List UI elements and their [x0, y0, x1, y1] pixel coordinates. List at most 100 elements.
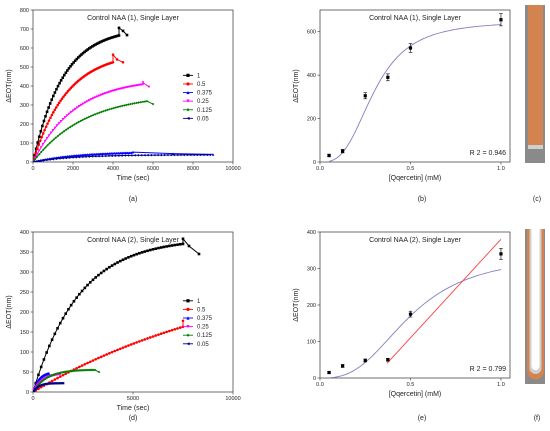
data-point	[86, 153, 89, 156]
data-point	[127, 85, 131, 89]
data-point	[113, 349, 117, 353]
data-point	[135, 84, 139, 87]
y-tick-label: 0	[26, 160, 29, 166]
data-point	[168, 244, 171, 248]
data-point	[117, 151, 120, 155]
plot-area	[327, 238, 503, 378]
data-point	[211, 153, 215, 156]
data-point	[80, 153, 84, 157]
data-point	[41, 132, 45, 135]
legend-label: 0.5	[197, 307, 206, 313]
data-point	[44, 158, 48, 162]
data-point	[131, 84, 135, 88]
data-point	[120, 104, 124, 108]
y-tick-label: 200	[307, 117, 316, 123]
data-point	[128, 151, 131, 155]
data-point	[91, 97, 95, 100]
data-point	[106, 154, 110, 158]
data-point	[165, 245, 168, 248]
data-point	[64, 156, 68, 160]
series-1	[33, 237, 201, 392]
data-point	[39, 150, 43, 154]
data-point	[165, 153, 169, 157]
data-point	[87, 155, 90, 158]
data-point	[116, 154, 120, 157]
data-point	[106, 37, 110, 41]
chart-b: 0.0 0.5 1.0 0 200 400 600 Control NAA (1), Sing…	[293, 9, 511, 182]
data-point	[159, 332, 163, 336]
data-point	[162, 331, 166, 335]
data-point	[141, 81, 145, 84]
data-point	[75, 57, 79, 61]
data-point	[54, 106, 58, 109]
chart-title: Control NAA (2), Single Layer	[87, 237, 179, 244]
data-point	[59, 99, 62, 102]
data-point	[67, 156, 71, 160]
data-point	[62, 370, 65, 374]
data-point	[61, 118, 65, 121]
x-axis-label: Time (sec)	[117, 175, 150, 182]
data-point	[102, 39, 105, 43]
data-point	[36, 141, 39, 144]
data-point	[156, 153, 159, 157]
data-point	[129, 85, 133, 88]
data-point	[69, 125, 72, 129]
data-point	[83, 117, 87, 121]
data-point	[95, 95, 99, 98]
y-tick-label: 100	[307, 340, 316, 346]
data-point	[83, 362, 87, 366]
chart-d: 0 5000 10000 0 50 100 150 200 250 300 350 400 Contro…	[6, 230, 241, 412]
chart-e: 0.0 0.5 1.0 0 100 200 300 400 Control NAA (2), S…	[293, 230, 511, 398]
data-point	[110, 107, 114, 110]
legend: 1 0.5 0.375 0.25 0.125 0.05	[183, 73, 213, 122]
data-point	[170, 244, 174, 247]
data-point	[97, 356, 100, 360]
data-point	[178, 326, 182, 329]
data-point	[51, 373, 55, 377]
data-point	[103, 154, 107, 158]
data-point	[50, 338, 54, 341]
data-point	[80, 364, 84, 367]
plot-area	[33, 237, 201, 392]
data-point	[138, 251, 141, 255]
legend: 1 0.5 0.375 0.25 0.125 0.05	[183, 299, 213, 348]
data-point	[64, 71, 68, 75]
y-axis-label: ΔEOT(nm)	[293, 69, 300, 102]
y-tick-label: 400	[307, 230, 316, 236]
data-point	[125, 33, 129, 37]
data-point	[93, 112, 97, 116]
data-point	[101, 92, 105, 96]
data-point	[122, 104, 126, 107]
data-point	[61, 316, 65, 320]
data-point	[88, 153, 91, 156]
data-point	[79, 119, 82, 123]
data-point	[139, 153, 143, 157]
data-point	[123, 86, 127, 90]
data-point	[89, 98, 93, 101]
plot-frame	[319, 231, 511, 379]
data-point	[91, 113, 95, 117]
data-point	[47, 375, 51, 379]
data-point	[201, 153, 205, 157]
data-point	[108, 107, 111, 111]
data-point	[118, 151, 122, 155]
data-point	[57, 157, 61, 160]
data-point	[178, 242, 182, 246]
data-point	[58, 321, 62, 325]
data-point	[139, 83, 143, 87]
data-point	[85, 116, 89, 120]
data-point	[55, 87, 58, 91]
data-point	[84, 155, 87, 159]
data-point	[102, 354, 106, 357]
data-point	[41, 142, 45, 146]
data-point	[123, 154, 126, 157]
data-point	[133, 102, 136, 105]
data-point	[45, 137, 49, 140]
data-point	[118, 259, 122, 263]
data-point	[73, 154, 77, 157]
data-point	[151, 335, 155, 338]
legend-label: 0.375	[197, 91, 213, 97]
data-point	[34, 381, 38, 385]
legend-label: 0.5	[197, 82, 206, 88]
data-point	[59, 79, 63, 82]
